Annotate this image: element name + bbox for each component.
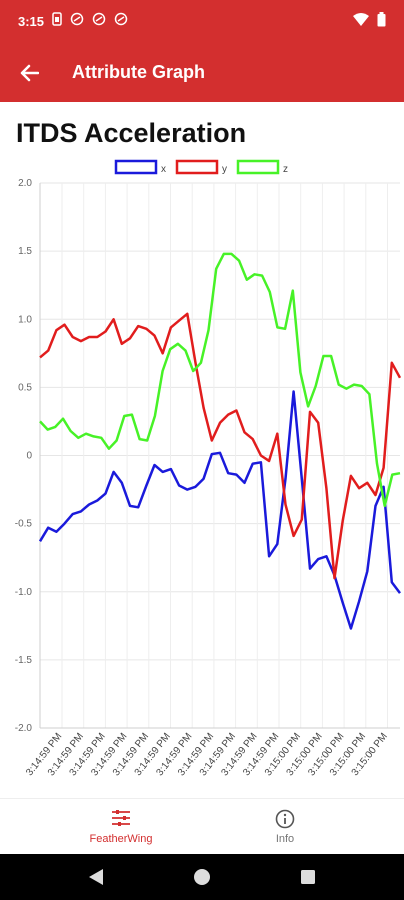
info-icon xyxy=(275,809,295,829)
y-tick-label: -1.5 xyxy=(15,655,33,666)
link-icon xyxy=(70,12,84,26)
system-home-button[interactable] xyxy=(191,866,213,888)
legend-label-x: x xyxy=(161,164,166,175)
battery-icon xyxy=(377,12,386,27)
status-icons-right xyxy=(353,12,386,27)
series-line-x xyxy=(38,390,401,630)
nav-item-featherwing[interactable]: FeatherWing xyxy=(20,799,222,855)
legend-label-z: z xyxy=(283,164,288,175)
acceleration-chart: 2.01.51.00.50-0.5-1.0-1.5-2.03:14:59 PM3… xyxy=(15,159,402,778)
link-icon xyxy=(92,12,106,26)
home-circle-icon xyxy=(194,869,210,885)
back-triangle-icon xyxy=(89,869,103,885)
y-tick-label: -0.5 xyxy=(15,519,33,530)
system-recents-button[interactable] xyxy=(297,866,319,888)
legend-swatch-x xyxy=(114,159,158,175)
legend-swatch-z xyxy=(236,159,280,175)
wifi-icon xyxy=(353,13,369,26)
sim-icon xyxy=(52,12,62,26)
nav-label-info: Info xyxy=(275,833,295,845)
system-back-button[interactable] xyxy=(85,866,107,888)
link-icon xyxy=(114,12,128,26)
system-nav-bar xyxy=(0,854,404,900)
nav-label-featherwing: FeatherWing xyxy=(89,833,153,845)
y-tick-label: 2.0 xyxy=(18,178,32,189)
y-tick-label: 0 xyxy=(26,451,32,462)
app-bar: Attribute Graph xyxy=(0,44,404,102)
arrow-left-icon xyxy=(20,64,39,82)
legend-swatch-y xyxy=(175,159,219,175)
back-button[interactable] xyxy=(10,54,48,92)
status-time: 3:15 xyxy=(18,14,45,29)
series-line-z xyxy=(39,252,401,508)
series-line-y xyxy=(39,312,402,580)
app-title: Attribute Graph xyxy=(72,62,205,82)
y-tick-label: 1.5 xyxy=(18,246,32,257)
y-tick-label: -1.0 xyxy=(15,587,33,598)
page-title: ITDS Acceleration xyxy=(16,118,247,148)
legend-label-y: y xyxy=(222,164,227,175)
sliders-icon xyxy=(112,810,130,826)
status-bar: 3:15 xyxy=(0,0,404,44)
status-icons-left xyxy=(52,12,128,26)
y-tick-label: 1.0 xyxy=(18,314,32,325)
y-tick-label: -2.0 xyxy=(15,723,33,734)
nav-item-info[interactable]: Info xyxy=(184,799,386,855)
bottom-nav: FeatherWing Info xyxy=(0,798,404,855)
y-tick-label: 0.5 xyxy=(18,382,32,393)
recents-square-icon xyxy=(301,870,315,884)
